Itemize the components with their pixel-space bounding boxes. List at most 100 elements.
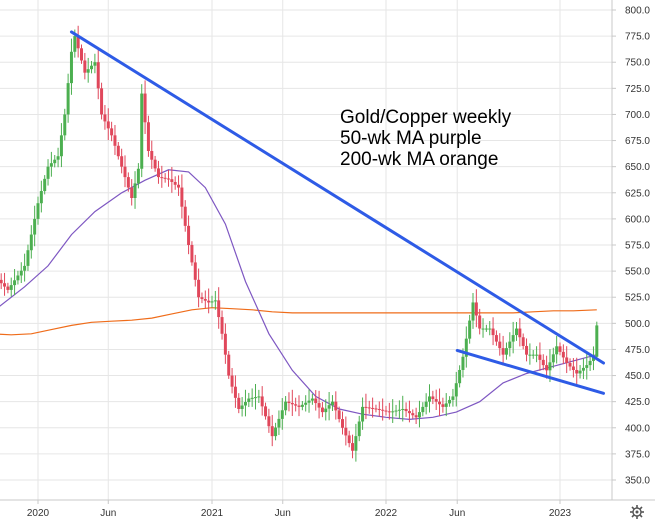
candle-body [56,156,60,160]
y-tick-label: 625.0 [625,188,650,199]
candle-body [461,356,465,370]
candle-body [237,397,241,409]
candle-body [210,301,214,303]
ma50-layer [0,169,597,421]
candle-body [0,279,3,284]
y-tick-label: 775.0 [625,32,650,43]
candle-body [327,405,331,409]
candle-body [250,397,254,399]
candle-body [230,375,234,387]
candle-body [110,128,114,136]
candle-body [565,357,569,364]
candle-body [294,404,298,406]
candle-body [367,407,371,409]
y-tick-label: 725.0 [625,84,650,95]
y-tick-label: 400.0 [625,423,650,434]
candle-body [404,408,408,412]
candle-body [468,320,472,339]
candle-body [545,365,549,371]
candle-body [531,354,535,356]
candle-body [130,187,134,198]
candle-body [578,370,582,374]
candle-body [581,367,585,371]
candle-body [113,135,117,146]
candle-body [36,203,40,219]
candle-body [280,410,284,419]
candle-body [591,356,595,361]
y-tick-label: 575.0 [625,241,650,252]
candle-layer [0,25,599,462]
x-tick-layer: 2020 Jun 2021 Jun 2022 Jun 2023 [27,500,572,519]
candle-body [197,279,201,298]
y-tick-label: 525.0 [625,293,650,304]
candle-body [180,187,184,207]
candle-body [401,408,405,410]
candle-body [501,348,505,355]
candle-body [13,280,17,286]
candle-body [173,181,177,185]
y-tick-label: 425.0 [625,397,650,408]
candle-body [116,145,120,157]
candle-body [150,151,154,160]
candle-body [240,405,244,409]
candle-body [3,283,7,287]
candle-body [337,410,341,420]
candle-body [203,298,207,301]
y-tick-label: 475.0 [625,345,650,356]
candle-body [123,166,127,178]
candle-body [411,413,415,416]
ma50-line [0,169,597,421]
candle-body [525,345,529,355]
candle-body [444,403,448,407]
candle-body [213,300,217,302]
candle-body [126,177,130,188]
candle-body [287,401,291,403]
x-tick-label: 2022 [375,508,398,519]
candle-body [163,177,167,179]
chart-annotation: Gold/Copper weekly 50-wk MA purple 200-w… [340,107,512,170]
candle-body [474,302,478,316]
candle-body [471,302,475,321]
candle-body [167,178,170,180]
candle-body [548,362,552,371]
candle-body [458,369,462,384]
y-tick-label: 375.0 [625,449,650,460]
candle-body [297,405,301,407]
y-tick-label: 550.0 [625,267,650,278]
y-tick-layer: 800.0 775.0 750.0 725.0 700.0 675.0 650.0 625.0… [612,6,650,487]
candle-body [438,401,442,405]
candle-body [183,206,187,226]
candle-body [344,427,348,436]
candle-body [314,398,318,404]
y-tick-label: 750.0 [625,58,650,69]
candle-body [364,406,368,408]
candle-body [187,225,191,245]
candle-body [481,328,485,330]
upper-trendline [69,30,605,365]
candle-body [217,300,221,318]
candle-body [140,93,144,169]
settings-gear-icon[interactable] [630,505,644,519]
candle-body [277,418,281,428]
candle-body [83,60,87,73]
candle-body [381,409,385,411]
candle-body [59,135,63,157]
candle-body [394,410,398,412]
candle-body [478,315,482,329]
candle-body [357,421,361,437]
candle-body [146,122,150,151]
candle-body [528,354,532,356]
candle-body [391,411,395,413]
candle-body [551,354,555,363]
candle-body [49,163,53,167]
candle-body [29,234,33,251]
candle-body [488,328,492,330]
candle-body [156,168,160,178]
x-tick-label: Jun [449,508,465,519]
x-tick-label: 2020 [27,508,50,519]
candle-body [106,121,110,129]
candle-body [90,65,94,70]
candle-body [103,114,107,122]
candle-body [515,328,518,336]
